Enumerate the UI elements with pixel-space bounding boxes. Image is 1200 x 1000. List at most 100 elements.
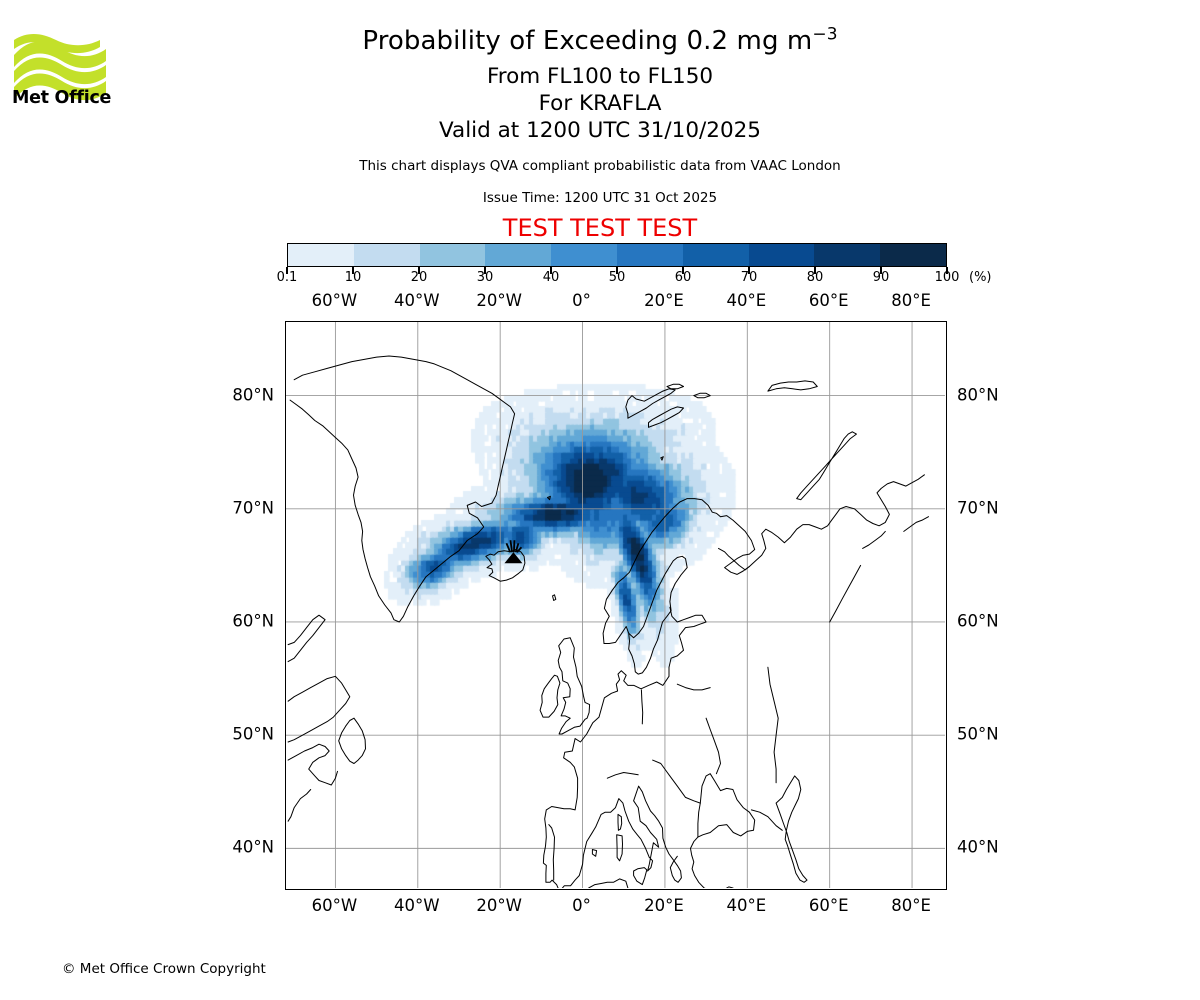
colorbar-tick-label-3: 30 <box>476 270 494 285</box>
coastline-segment-14 <box>542 738 579 888</box>
colorbar-band-5 <box>616 244 683 266</box>
longitude-label-bottom-60: 60°E <box>808 896 849 915</box>
longitude-label-bottom-20: 20°E <box>644 896 684 915</box>
colorbar-tick-0 <box>286 267 288 274</box>
coastline-segment-39 <box>652 759 701 804</box>
coastline-segment-32 <box>862 530 886 549</box>
page-title-text: Probability of Exceeding 0.2 mg m <box>362 26 813 56</box>
colorbar-tick-1 <box>352 267 354 274</box>
colorbar-band-6 <box>682 244 749 266</box>
logo-wave-band-1 <box>14 41 106 69</box>
colorbar-tick-label-2: 20 <box>410 270 428 285</box>
coastline-segment-18 <box>287 614 326 663</box>
copyright-notice: © Met Office Crown Copyright <box>62 961 266 977</box>
latitude-label-right-50: 50°N <box>957 724 999 744</box>
flight-level-subtitle: From FL100 to FL150 <box>486 64 714 89</box>
logo-wave-band-2 <box>14 57 106 85</box>
coastline-segment-43 <box>690 836 734 888</box>
coastline-segment-19 <box>287 675 351 743</box>
latitude-label-left-70: 70°N <box>232 498 274 518</box>
longitude-label-top-60: 60°E <box>808 291 849 310</box>
longitude-label-bottom-40: 40°E <box>726 896 767 915</box>
logo-wordmark: Met Office <box>12 88 112 108</box>
volcano-subtitle: For KRAFLA <box>538 91 662 116</box>
map-plot-area <box>285 321 947 890</box>
page-title-exponent: −3 <box>812 24 838 45</box>
coastline-segment-30 <box>591 849 598 857</box>
coastline-segment-26 <box>617 813 623 831</box>
coastline-segment-38 <box>606 772 639 779</box>
latitude-label-left-80: 80°N <box>232 385 274 405</box>
coastline-segment-5 <box>625 388 676 419</box>
colorbar-tick-label-7: 70 <box>740 270 758 285</box>
latitude-label-right-40: 40°N <box>957 837 999 857</box>
coastline-segment-42 <box>750 809 783 831</box>
coastline-segment-3 <box>602 474 925 644</box>
longitude-label-top-80: 80°E <box>891 291 931 310</box>
colorbar-band-0 <box>288 244 354 266</box>
longitude-label-top--60: 60°W <box>311 291 358 310</box>
coastline-segment-27 <box>616 834 623 862</box>
latitude-label-right-80: 80°N <box>957 385 999 405</box>
colorbar-band-2 <box>419 244 486 266</box>
colorbar-band-3 <box>485 244 552 266</box>
longitude-label-top-20: 20°E <box>644 291 684 310</box>
coastline-segment-24 <box>547 495 551 501</box>
issue-time: Issue Time: 1200 UTC 31 Oct 2025 <box>482 190 718 206</box>
colorbar-tick-label-0: 0.1 <box>276 270 298 285</box>
coastline-segment-35 <box>676 683 711 691</box>
logo-wave-band-3 <box>14 73 106 101</box>
coastline-segment-45 <box>587 878 629 888</box>
coastline-segment-2 <box>485 549 526 582</box>
coastlines <box>287 355 929 888</box>
colorbar-tick-10 <box>946 267 948 274</box>
colorbar-tick-3 <box>484 267 486 274</box>
coastline-segment-34 <box>829 564 862 623</box>
map-overlay <box>286 322 945 888</box>
coastline-segment-22 <box>287 789 312 822</box>
coastline-segment-41 <box>767 666 779 784</box>
valid-time-subtitle: Valid at 1200 UTC 31/10/2025 <box>438 118 761 143</box>
latitude-label-left-40: 40°N <box>232 837 274 857</box>
colorbar-band-9 <box>880 244 946 266</box>
coastline-segment-16 <box>697 773 756 838</box>
volcano-plume-spike-3 <box>514 542 520 553</box>
colorbar-tick-2 <box>418 267 420 274</box>
colorbar-tick-9 <box>880 267 882 274</box>
colorbar-tick-label-5: 50 <box>608 270 626 285</box>
page-title: Probability of Exceeding 0.2 mg m−3 <box>0 26 1200 56</box>
coastline-segment-28 <box>633 867 648 886</box>
colorbar-band-1 <box>353 244 420 266</box>
latitude-label-left-60: 60°N <box>232 611 274 631</box>
latitude-label-left-50: 50°N <box>232 724 274 744</box>
coastline-segment-31 <box>718 547 750 571</box>
coastline-segment-0 <box>289 399 493 623</box>
volcano-plume-spike-2 <box>512 540 516 553</box>
coastline-segment-8 <box>693 392 711 399</box>
longitude-label-top-40: 40°E <box>726 291 767 310</box>
longitude-label-top--20: 20°W <box>476 291 522 310</box>
volcano-plume-spike-0 <box>505 542 512 553</box>
probability-colorbar <box>287 243 947 267</box>
colorbar-tick-8 <box>814 267 816 274</box>
coastline-segment-23 <box>660 456 664 461</box>
test-banner: TEST TEST TEST <box>502 214 698 242</box>
coastline-segment-1 <box>293 355 516 504</box>
longitude-label-bottom--40: 40°W <box>394 896 440 915</box>
coastline-segment-40 <box>705 717 721 775</box>
colorbar-band-7 <box>748 244 815 266</box>
colorbar-tick-5 <box>616 267 618 274</box>
coastline-segment-25 <box>552 594 557 601</box>
volcano-cone <box>504 552 523 564</box>
colorbar-tick-label-9: 90 <box>872 270 890 285</box>
coastline-segment-9 <box>796 431 857 501</box>
colorbar-unit-label: (%) <box>969 270 992 285</box>
coastline-segment-13 <box>574 606 707 743</box>
longitude-label-bottom-80: 80°E <box>891 896 931 915</box>
volcano-marker-icon <box>504 540 523 564</box>
colorbar-band-8 <box>814 244 881 266</box>
volcano-plume-spike-4 <box>516 546 523 553</box>
qva-note: This chart displays QVA compliant probab… <box>359 158 841 174</box>
volcano-plume-spike-1 <box>509 540 513 553</box>
colorbar-tick-label-6: 60 <box>674 270 692 285</box>
